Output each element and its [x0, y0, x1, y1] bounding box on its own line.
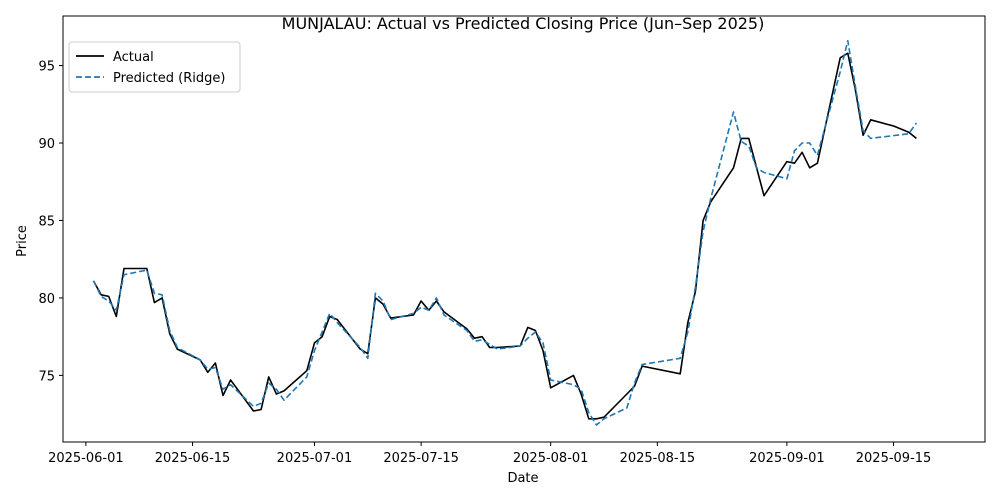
x-tick-label: 2025-09-01 — [749, 451, 825, 466]
x-tick-label: 2025-07-15 — [383, 451, 459, 466]
legend-label: Predicted (Ridge) — [113, 71, 225, 86]
y-tick-label: 80 — [38, 292, 55, 307]
y-axis: 75 80 85 90 95 — [38, 60, 63, 384]
x-tick-label: 2025-06-15 — [155, 451, 231, 466]
legend-box — [68, 41, 241, 93]
x-tick-label: 2025-08-15 — [620, 451, 696, 466]
x-tick-label: 2025-06-01 — [48, 451, 124, 466]
x-tick-label: 2025-08-01 — [513, 451, 589, 466]
y-tick-label: 95 — [38, 60, 55, 75]
x-axis-label: Date — [507, 471, 538, 486]
legend: Actual Predicted (Ridge) — [68, 41, 241, 93]
legend-label: Actual — [113, 50, 154, 65]
plot-frame — [62, 15, 986, 443]
chart-title: MUNJALAU: Actual vs Predicted Closing Pr… — [282, 14, 765, 33]
x-tick-label: 2025-09-15 — [856, 451, 932, 466]
y-tick-label: 75 — [38, 369, 55, 384]
x-axis: 2025-06-01 2025-06-15 2025-07-01 2025-07-15… — [48, 442, 931, 466]
series-line-actual — [92, 52, 917, 420]
y-tick-label: 90 — [38, 137, 55, 152]
y-tick-label: 85 — [38, 214, 55, 229]
y-axis-label: Price — [15, 225, 30, 257]
x-tick-label: 2025-07-01 — [277, 451, 353, 466]
plot-area — [92, 40, 918, 426]
series-line-predicted — [92, 40, 918, 426]
